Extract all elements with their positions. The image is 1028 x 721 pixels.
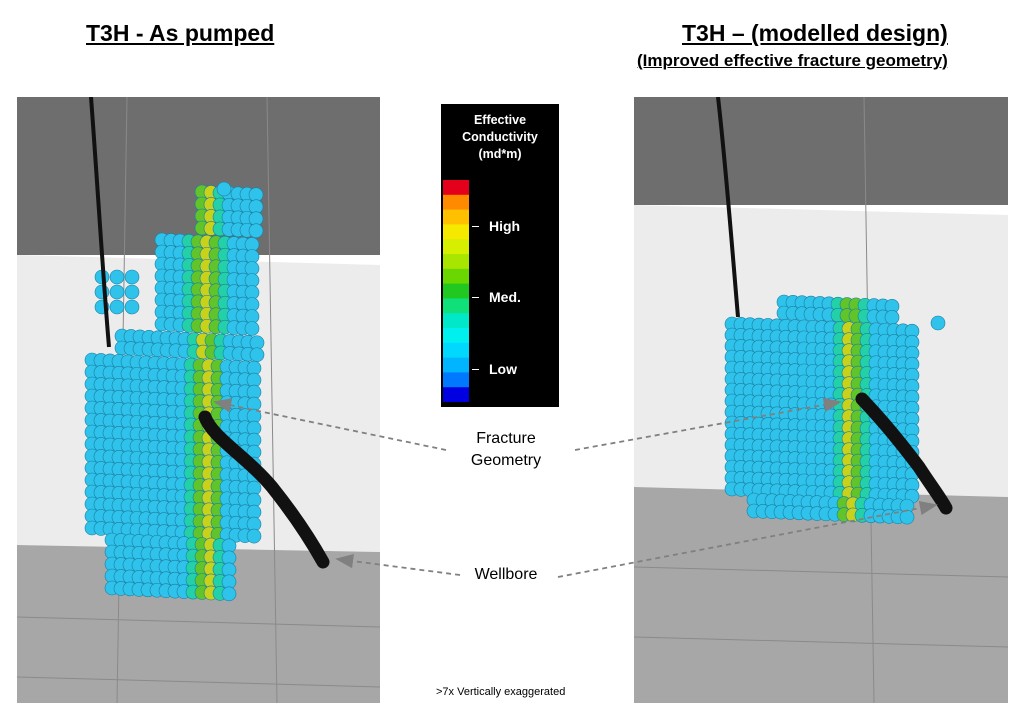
wellbore-lateral bbox=[198, 410, 330, 569]
fracture-sphere bbox=[109, 299, 125, 315]
annotation-fracture-line-1: Fracture bbox=[476, 430, 536, 447]
title-modelled-design: T3H – (modelled design) bbox=[682, 20, 948, 46]
legend-color-step bbox=[443, 298, 469, 314]
panel-modelled-design bbox=[634, 97, 1008, 703]
legend-tick-high bbox=[472, 226, 479, 227]
legend-color-step bbox=[443, 283, 469, 299]
legend-color-step bbox=[443, 328, 469, 344]
footnote-vertical-exaggeration: >7x Vertically exaggerated bbox=[436, 686, 566, 698]
legend-color-step bbox=[443, 342, 469, 359]
legend-title-line-1: Effective bbox=[473, 113, 527, 127]
scene-floor bbox=[634, 487, 1008, 703]
wellbore-vertical bbox=[89, 97, 111, 348]
legend-color-step bbox=[443, 239, 469, 255]
legend-label-med: Med. bbox=[489, 289, 521, 305]
wellbore-lateral bbox=[855, 392, 953, 515]
fracture-sphere bbox=[124, 299, 140, 315]
legend-title-line-2: Conductivity bbox=[462, 130, 538, 144]
fracture-sphere bbox=[221, 586, 237, 602]
legend-title-line-3: (md*m) bbox=[478, 147, 522, 161]
legend-color-step bbox=[443, 209, 469, 225]
legend-color-step bbox=[443, 268, 469, 285]
fracture-sphere bbox=[216, 181, 232, 197]
conductivity-legend: Effective Conductivity (md*m) High Med. … bbox=[441, 104, 559, 407]
legend-color-bar bbox=[443, 180, 469, 402]
fracture-sphere bbox=[124, 269, 140, 285]
fracture-sphere bbox=[246, 528, 262, 544]
fracture-geometry-modelled bbox=[724, 294, 946, 525]
wellbore-vertical bbox=[716, 97, 740, 318]
fracture-sphere bbox=[244, 321, 260, 336]
legend-color-step bbox=[443, 194, 469, 211]
scene-modelled-design bbox=[634, 97, 1008, 703]
fracture-sphere bbox=[248, 223, 264, 238]
title-as-pumped: T3H - As pumped bbox=[86, 20, 275, 46]
legend-label-low: Low bbox=[489, 361, 517, 377]
subtitle-improved-geometry: (Improved effective fracture geometry) bbox=[637, 51, 948, 70]
scene-wall-dark bbox=[634, 97, 1008, 205]
arrow-wellbore-left bbox=[335, 553, 461, 576]
fracture-sphere bbox=[109, 284, 125, 300]
annotation-fracture-geometry: Fracture Geometry bbox=[446, 428, 566, 472]
fracture-sphere bbox=[124, 284, 140, 300]
legend-color-step bbox=[443, 224, 469, 240]
legend-color-step bbox=[443, 372, 469, 388]
legend-label-high: High bbox=[489, 218, 521, 234]
legend-color-step bbox=[443, 180, 469, 196]
arrow-wellbore-right bbox=[557, 500, 938, 578]
annotation-fracture-line-2: Geometry bbox=[470, 452, 542, 469]
panel-as-pumped bbox=[17, 97, 380, 703]
arrow-fracture-right bbox=[574, 397, 842, 451]
legend-title: Effective Conductivity (md*m) bbox=[441, 112, 559, 163]
legend-color-step bbox=[443, 387, 469, 402]
legend-color-step bbox=[443, 313, 469, 329]
legend-color-step bbox=[443, 357, 469, 373]
legend-tick-low bbox=[472, 369, 479, 370]
fracture-sphere bbox=[930, 315, 946, 331]
annotation-wellbore: Wellbore bbox=[474, 566, 538, 583]
arrow-fracture-left bbox=[213, 398, 447, 451]
legend-color-step bbox=[443, 254, 469, 270]
fracture-geometry-as-pumped bbox=[84, 181, 265, 602]
scene-as-pumped bbox=[17, 97, 380, 703]
fracture-sphere bbox=[109, 269, 125, 285]
legend-tick-med bbox=[472, 297, 479, 298]
